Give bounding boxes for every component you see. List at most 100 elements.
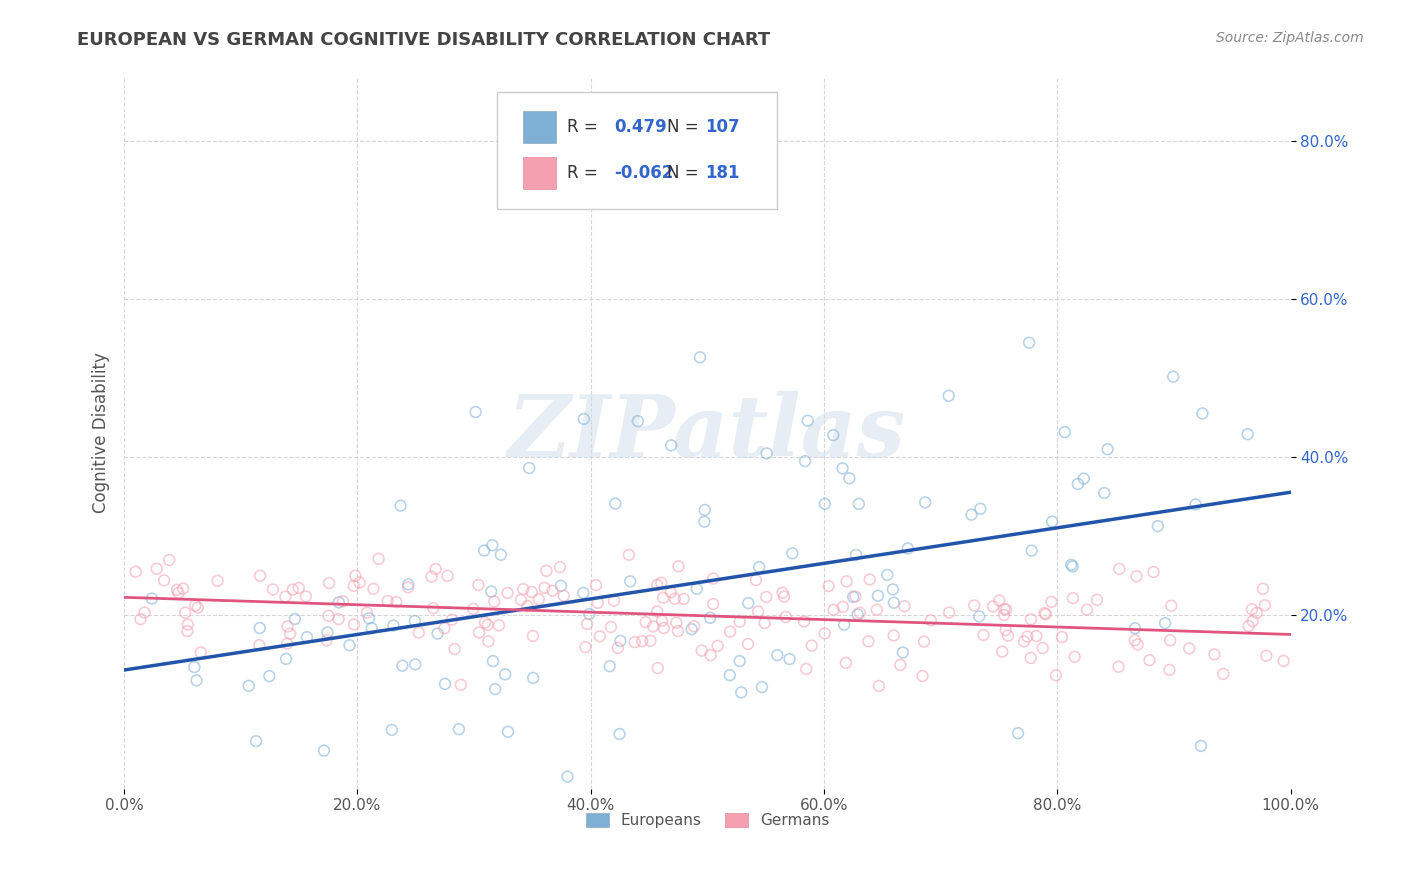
Point xyxy=(800,639,823,653)
Point xyxy=(844,590,866,604)
Point xyxy=(890,797,912,811)
Point xyxy=(1060,558,1083,572)
Point xyxy=(1256,648,1278,663)
Legend: Europeans, Germans: Europeans, Germans xyxy=(579,807,835,834)
Point xyxy=(1035,607,1057,621)
Point xyxy=(356,606,378,620)
Point xyxy=(522,629,544,643)
Point xyxy=(859,573,882,587)
Point xyxy=(343,617,366,632)
Point xyxy=(988,593,1011,607)
Point xyxy=(794,454,817,468)
Point xyxy=(666,624,689,638)
Point xyxy=(693,503,716,517)
Point xyxy=(477,618,499,632)
Point xyxy=(967,609,990,624)
Point xyxy=(187,600,209,615)
Point xyxy=(1159,633,1181,648)
Point xyxy=(1108,562,1130,576)
Point xyxy=(157,553,180,567)
Point xyxy=(344,568,367,582)
Point xyxy=(572,586,595,600)
Point xyxy=(391,658,413,673)
Point xyxy=(920,613,942,627)
Point xyxy=(893,599,915,614)
Point xyxy=(496,724,519,739)
Point xyxy=(832,617,855,632)
Point xyxy=(645,578,668,592)
Point xyxy=(381,723,404,737)
Point xyxy=(1178,641,1201,656)
Point xyxy=(650,575,672,590)
Point xyxy=(288,581,311,595)
Point xyxy=(281,582,304,597)
Point xyxy=(640,633,662,648)
Y-axis label: Cognitive Disability: Cognitive Disability xyxy=(93,352,110,514)
Point xyxy=(589,629,612,643)
Point xyxy=(1241,614,1264,628)
Point xyxy=(316,625,339,640)
Point xyxy=(775,610,797,624)
Point xyxy=(389,499,412,513)
Point xyxy=(645,604,668,618)
Point xyxy=(1147,519,1170,533)
Point xyxy=(145,562,167,576)
Point xyxy=(1073,472,1095,486)
Point xyxy=(689,351,711,365)
Point xyxy=(585,578,607,592)
Point xyxy=(823,428,845,442)
Point xyxy=(972,628,994,642)
Point xyxy=(755,446,778,460)
Point xyxy=(536,564,558,578)
Point xyxy=(422,601,444,615)
Point xyxy=(1254,599,1277,613)
Point xyxy=(385,595,408,609)
Point xyxy=(343,579,366,593)
Point xyxy=(464,405,486,419)
Point xyxy=(617,548,640,562)
Text: 0.479: 0.479 xyxy=(614,119,666,136)
Point xyxy=(737,637,759,651)
Point xyxy=(751,680,773,694)
Point xyxy=(619,574,641,589)
Point xyxy=(599,620,621,634)
Point xyxy=(318,576,340,591)
Point xyxy=(1154,616,1177,631)
Point xyxy=(1184,498,1206,512)
Point xyxy=(835,656,858,670)
Point xyxy=(693,515,716,529)
Point xyxy=(332,594,354,608)
Point xyxy=(1019,612,1042,626)
Point xyxy=(167,586,190,600)
Point xyxy=(728,615,751,629)
Point xyxy=(845,548,868,562)
Point xyxy=(814,497,837,511)
Text: 107: 107 xyxy=(704,119,740,136)
Point xyxy=(823,603,845,617)
Point xyxy=(517,461,540,475)
Text: Source: ZipAtlas.com: Source: ZipAtlas.com xyxy=(1216,31,1364,45)
Point xyxy=(718,624,741,639)
Point xyxy=(1017,630,1039,644)
Point xyxy=(993,607,1015,622)
Point xyxy=(1076,603,1098,617)
Point xyxy=(609,633,631,648)
Point xyxy=(1139,653,1161,667)
Point xyxy=(367,551,389,566)
Point xyxy=(1108,659,1130,673)
Point xyxy=(489,548,512,562)
Point xyxy=(349,575,371,590)
Point xyxy=(683,619,706,633)
Point xyxy=(664,591,686,606)
Point xyxy=(408,625,430,640)
Point xyxy=(718,668,741,682)
Point xyxy=(849,606,872,620)
Point xyxy=(404,614,426,628)
Point xyxy=(772,586,794,600)
Point xyxy=(1062,559,1084,574)
Point xyxy=(312,743,335,757)
Point xyxy=(247,638,270,652)
Point xyxy=(706,639,728,653)
Point xyxy=(176,624,198,638)
FancyBboxPatch shape xyxy=(523,157,555,189)
